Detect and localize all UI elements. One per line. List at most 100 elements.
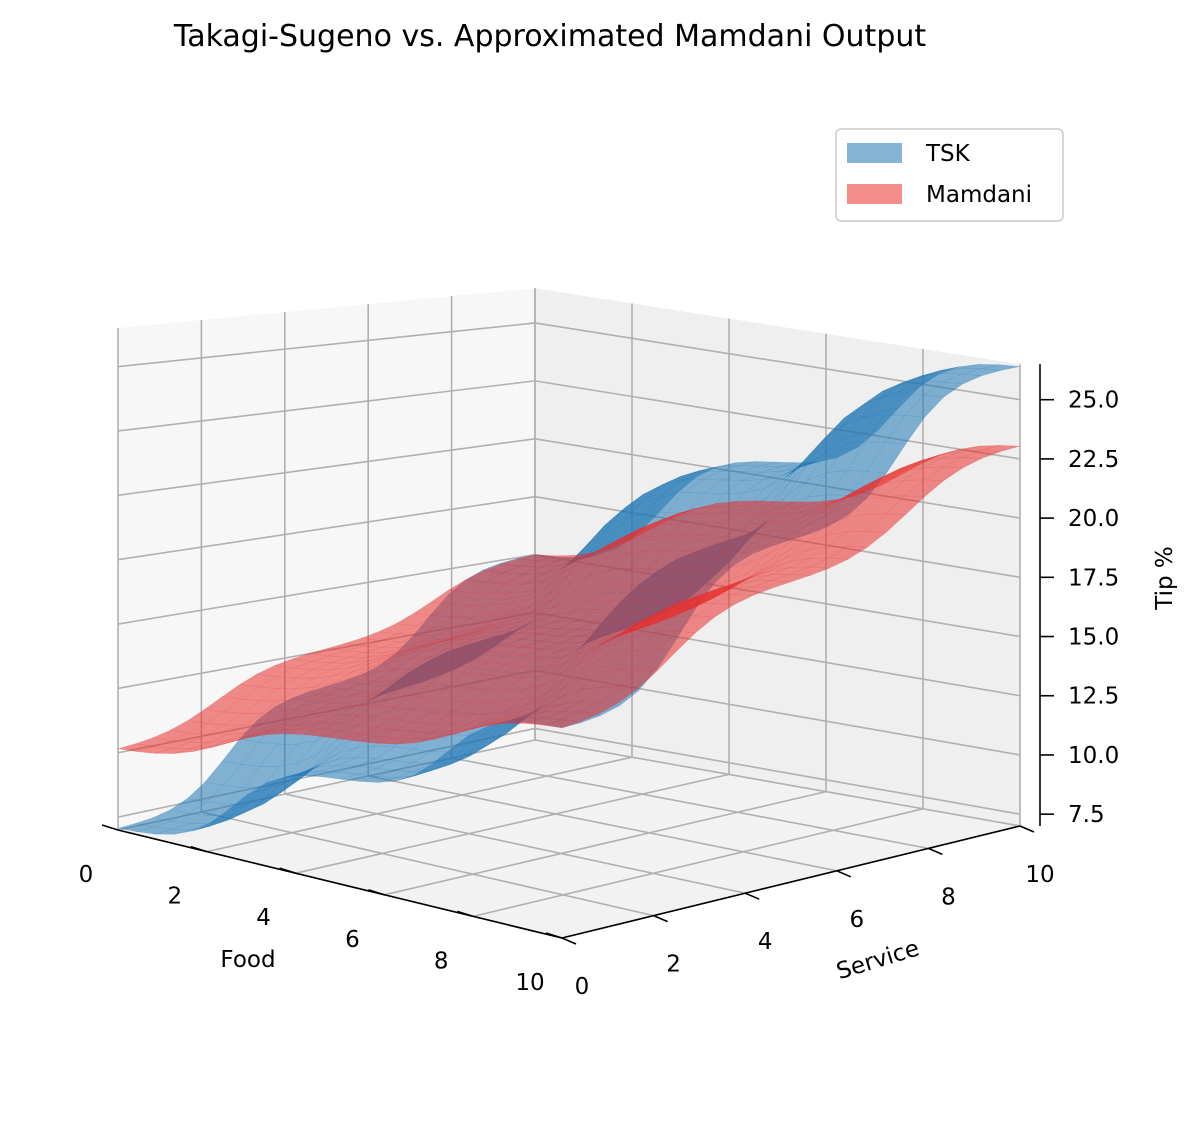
surface-cell	[552, 587, 591, 608]
surface-cell	[941, 450, 981, 459]
surface-cell	[444, 632, 482, 642]
surface-cell	[186, 708, 225, 724]
surface-cell	[482, 563, 521, 574]
surface-cell	[742, 471, 782, 481]
surface-cell	[864, 394, 905, 418]
surface-cell	[461, 627, 500, 637]
surface-cell	[540, 635, 579, 644]
surface-cell	[702, 512, 742, 524]
surface-cell	[703, 522, 744, 537]
x-tick-label: 2	[167, 884, 182, 910]
surface-cell	[497, 615, 536, 626]
surface-cell	[280, 694, 318, 712]
chart-title: Takagi-Sugeno vs. Approximated Mamdani O…	[173, 19, 927, 54]
surface-cell	[400, 635, 438, 643]
surface-cell	[664, 522, 704, 536]
surface-cell	[500, 626, 539, 633]
surface-cell	[657, 615, 697, 632]
floor-pane	[118, 740, 1020, 938]
surface-cell	[136, 746, 173, 754]
surface-cell	[403, 641, 442, 651]
surface-cell	[764, 516, 803, 535]
surface-cell	[169, 720, 207, 734]
surface-cell	[522, 564, 561, 575]
y-tick	[653, 914, 668, 923]
surface-cell	[505, 573, 543, 584]
surface-cell	[464, 636, 503, 644]
surface-cell	[414, 615, 454, 628]
surface-cell	[572, 585, 612, 604]
surface-cell	[486, 676, 526, 691]
surface-cell	[154, 748, 192, 754]
y-tick	[1019, 825, 1035, 833]
surface-cell	[317, 684, 355, 703]
surfaces	[117, 364, 1021, 835]
grid-line-y	[201, 811, 654, 917]
surface-cell	[456, 620, 495, 634]
y-tick-label: 2	[666, 952, 681, 978]
surface-cell	[611, 585, 651, 602]
surface-cell	[173, 746, 210, 754]
surface-cell	[619, 649, 659, 670]
x-tick-label: 6	[345, 927, 360, 953]
surface-cell	[761, 506, 800, 515]
surface-cell	[866, 442, 906, 474]
surface-cell	[647, 550, 687, 570]
surface-cell	[646, 534, 686, 552]
surface-cell	[638, 649, 677, 671]
surface-cell	[365, 647, 403, 653]
surface-cell	[484, 572, 524, 584]
x-tick	[279, 867, 296, 874]
x-tick	[545, 932, 563, 939]
y-tick	[744, 892, 760, 900]
surface-cell	[702, 470, 742, 481]
legend-swatch	[847, 143, 902, 163]
surface-cell	[657, 631, 697, 652]
surface-cell	[545, 558, 583, 581]
surface-cell	[522, 640, 560, 650]
surface-cell	[828, 545, 868, 560]
surface-cell	[638, 631, 678, 651]
surface-cell	[733, 586, 772, 596]
surface-cell	[450, 713, 489, 725]
surface-cell	[921, 367, 961, 376]
surface-cell	[864, 480, 905, 500]
surface-cell	[449, 592, 489, 606]
surface-cell	[790, 566, 830, 576]
surface-cell	[885, 415, 925, 445]
surface-cell	[506, 718, 544, 724]
surface-cell	[389, 646, 427, 659]
surface-cell	[423, 635, 461, 647]
grid-line-y	[451, 757, 929, 850]
surface-cell	[153, 820, 191, 830]
surface-cell	[547, 560, 586, 588]
surface-cell	[759, 461, 798, 467]
surface-cell	[440, 630, 479, 642]
surface-cell	[542, 558, 581, 575]
surface-cell	[376, 770, 414, 778]
surface-cell	[413, 734, 452, 744]
surface-cell	[782, 506, 822, 522]
x-tick-label: 10	[515, 970, 544, 996]
surface-cell	[246, 726, 284, 738]
surface-cell	[524, 717, 563, 726]
surface-cell	[432, 723, 470, 733]
surface-cell	[339, 765, 377, 775]
grid-line-x	[473, 808, 924, 918]
grid-line-z	[117, 495, 536, 561]
surface-cell	[227, 728, 264, 741]
z-tick-label: 7.5	[1068, 802, 1105, 828]
surface-cell	[740, 465, 780, 473]
surface-cell	[581, 686, 621, 702]
surface-cell	[450, 720, 489, 732]
grid-line-y	[284, 793, 746, 894]
y-tick-label: 4	[758, 929, 773, 955]
legend-swatch	[847, 184, 902, 204]
grid-line-z	[117, 380, 536, 432]
surface-cell	[117, 823, 154, 832]
surface-cell	[505, 675, 545, 691]
surface-cell	[562, 549, 601, 569]
surface-cell	[722, 471, 762, 481]
surface-cell	[135, 817, 172, 828]
surface-cell	[153, 740, 191, 749]
